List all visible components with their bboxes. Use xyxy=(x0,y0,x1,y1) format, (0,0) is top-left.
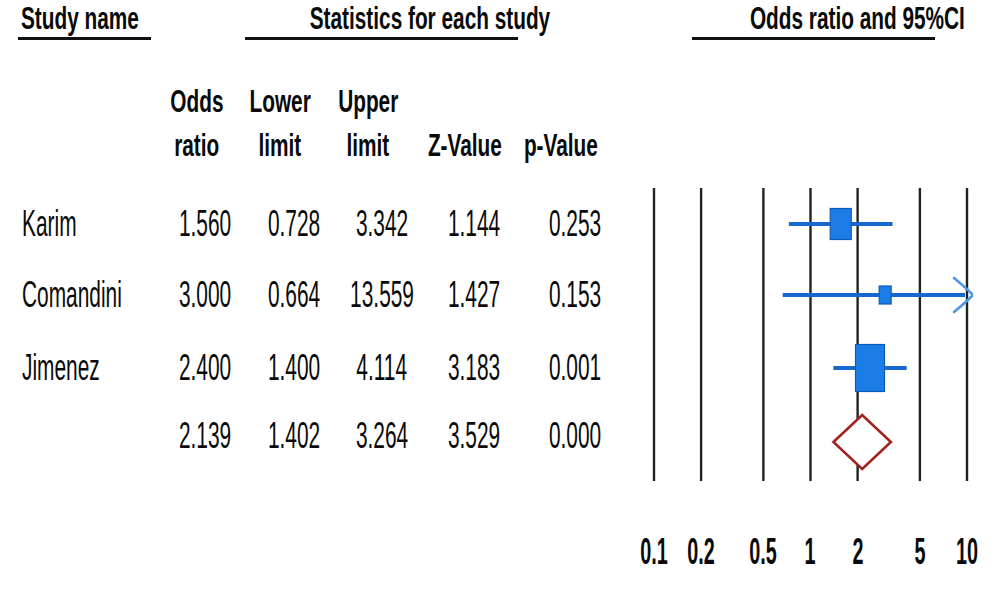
or-marker xyxy=(879,286,891,304)
forest-plot xyxy=(0,0,1000,591)
or-marker xyxy=(856,345,885,392)
summary-diamond xyxy=(833,415,890,469)
forest-plot-page: Study name Statistics for each study Odd… xyxy=(0,0,1000,591)
axis-tick-label: 10 xyxy=(922,534,1000,570)
or-marker xyxy=(830,209,851,240)
